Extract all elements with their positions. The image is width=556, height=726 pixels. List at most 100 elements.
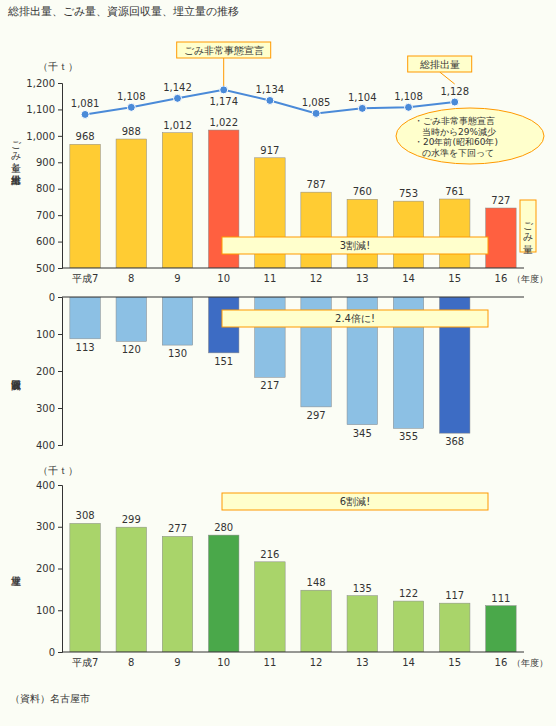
x-axis-line: [62, 297, 524, 298]
bar: [162, 536, 192, 652]
bar: [162, 133, 192, 268]
data-label: 1,081: [71, 98, 100, 109]
data-label: 1,108: [394, 91, 423, 102]
data-label: 277: [168, 523, 187, 534]
data-label: 111: [491, 593, 510, 604]
data-label: 753: [399, 188, 418, 199]
annotations: 2.4倍に!: [222, 310, 488, 327]
x-tick-label: 8: [128, 657, 134, 668]
source: （資料）名古屋市: [10, 693, 90, 704]
bar: [255, 297, 285, 377]
annotation-box: [177, 42, 271, 58]
y-tick: 100: [36, 329, 62, 340]
y-tick-label: 400: [36, 480, 55, 491]
y-tick-mark: [58, 569, 62, 570]
y-axis-title: ごみ量と総排出量: [10, 134, 22, 186]
x-tick: 13: [356, 272, 369, 284]
data-label: 1,012: [163, 120, 192, 131]
y-tick-label: 500: [36, 263, 55, 274]
data-label: 1,134: [256, 84, 285, 95]
y-tick: 200: [36, 563, 62, 574]
y-tick: 200: [36, 366, 62, 377]
annotation: 6割減!: [340, 496, 370, 507]
callout-bubble: [396, 108, 544, 164]
y-tick-label: 0: [49, 292, 55, 303]
bar: [70, 297, 100, 339]
y-tick-mark: [58, 162, 62, 163]
y-axis-line: [58, 298, 63, 446]
bar: [116, 527, 146, 652]
y-tick-mark: [58, 83, 62, 84]
data-label: 1,174: [209, 96, 238, 107]
x-tick-label: 平成7: [72, 273, 98, 284]
chart-title: 総排出量、ごみ量、資源回収量、埋立量の推移: [7, 5, 239, 18]
y-tick-mark: [58, 445, 62, 446]
plot-texts: 113120130151217297345355368: [76, 342, 465, 447]
y-tick-mark: [58, 485, 62, 486]
y-tick: 300: [36, 521, 62, 532]
x-tick: 16: [495, 272, 508, 284]
x-tick-label: 14: [402, 273, 415, 284]
line-marker: [81, 110, 89, 118]
y-tick: 400: [36, 440, 62, 451]
data-label: 135: [353, 583, 372, 594]
bar: [393, 201, 423, 268]
x-tick: 16: [495, 656, 508, 668]
bar: [439, 199, 469, 268]
bar: [70, 144, 100, 268]
y-tick-label: 1,000: [26, 131, 55, 142]
y-tick-label: 300: [36, 521, 55, 532]
x-axis: 平成78910111213141516: [72, 272, 507, 284]
y-tick-label: 1,100: [26, 104, 55, 115]
x-tick: 8: [128, 656, 134, 668]
y-tick-mark: [58, 242, 62, 243]
y-tick-mark: [58, 215, 62, 216]
series-label-box: [408, 56, 472, 72]
y-tick-label: 700: [36, 210, 55, 221]
y-tick: 300: [36, 403, 62, 414]
annotation-box: [222, 310, 488, 327]
annotation: 3割減!: [340, 240, 370, 251]
y-axis-title: 資源回収量: [11, 380, 21, 391]
y-tick-mark: [58, 527, 62, 528]
plot-marks: [70, 523, 516, 652]
x-tick: 12: [310, 272, 323, 284]
x-tick-label: 10: [217, 273, 230, 284]
data-label: 122: [399, 588, 418, 599]
data-label: 917: [260, 145, 279, 156]
y-axis-line: [58, 84, 63, 269]
y-tick: 0: [49, 292, 62, 303]
x-tick-label: 11: [264, 657, 277, 668]
y-tick-mark: [58, 268, 62, 269]
bar: [208, 535, 238, 652]
y-tick: 900: [36, 157, 62, 168]
bar: [116, 297, 146, 341]
x-tick: 14: [402, 656, 415, 668]
x-tick-label: 9: [174, 657, 180, 668]
data-label: 117: [445, 590, 464, 601]
data-label: 217: [260, 380, 279, 391]
bar: [439, 603, 469, 652]
line-marker: [358, 104, 366, 112]
series-label: 総排出量: [419, 59, 460, 70]
data-label: 760: [353, 186, 372, 197]
y-tick-mark: [58, 136, 62, 137]
data-label: 355: [399, 431, 418, 442]
x-tick: 10: [217, 656, 230, 668]
data-label: 1,022: [209, 117, 238, 128]
data-label: 1,108: [117, 91, 146, 102]
series-label: ごみ量: [522, 215, 534, 254]
x-tick: 14: [402, 272, 415, 284]
data-label: 368: [445, 436, 464, 447]
annotations: 6割減!: [222, 493, 488, 510]
x-axis-title: （年度）: [512, 274, 548, 284]
x-axis: 平成78910111213141516: [72, 656, 507, 668]
data-label: 299: [122, 514, 141, 525]
y-tick: 100: [36, 605, 62, 616]
callout-text: の水準を下回って: [422, 148, 494, 158]
x-tick: 9: [174, 272, 180, 284]
x-tick: 8: [128, 272, 134, 284]
annotation: ごみ非常事態宣言: [184, 45, 264, 56]
data-label: 113: [76, 342, 95, 353]
x-tick-label: 11: [264, 273, 277, 284]
